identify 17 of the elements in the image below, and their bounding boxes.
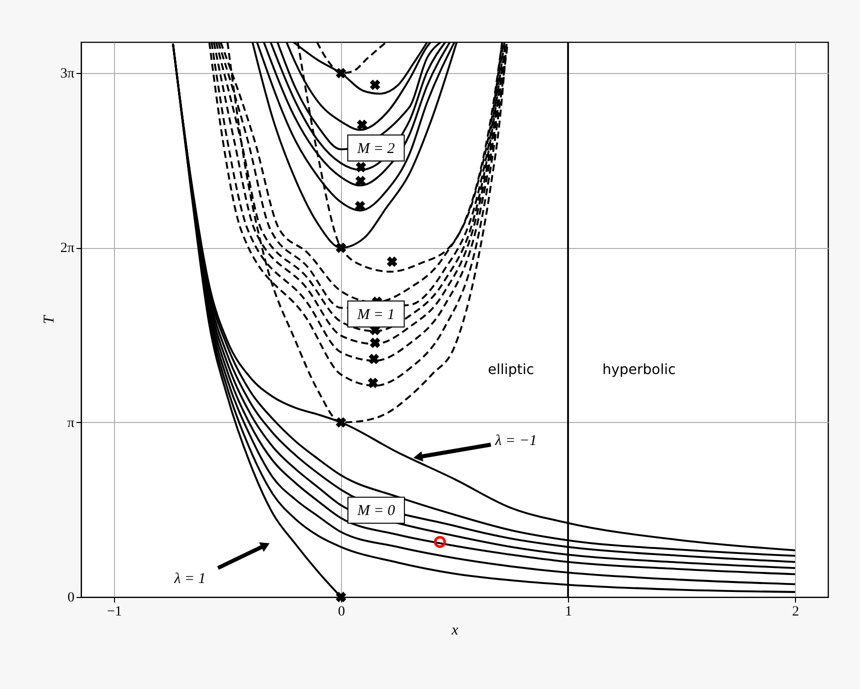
x-tick-label: −1 bbox=[106, 604, 122, 620]
x-tick-label: 2 bbox=[792, 604, 800, 620]
x-axis-title: x bbox=[450, 622, 459, 638]
x-tick-label: 0 bbox=[338, 604, 345, 620]
y-axis-title: T bbox=[41, 314, 58, 324]
y-tick-label: 0 bbox=[68, 590, 74, 606]
y-tick-label: 2π bbox=[60, 241, 74, 256]
x-tick-label: 1 bbox=[565, 604, 572, 620]
annotation: M = 1 bbox=[356, 307, 395, 323]
y-tick-label: 3π bbox=[60, 66, 74, 82]
annotation: M = 0 bbox=[356, 503, 396, 520]
annotation: λ = 1 bbox=[173, 571, 206, 587]
annotation: elliptic bbox=[488, 362, 534, 378]
annotation: hyperbolic bbox=[602, 362, 676, 378]
annotation: M = 2 bbox=[356, 141, 396, 157]
annotation: λ = −1 bbox=[494, 432, 537, 449]
y-tick-label: π bbox=[67, 416, 74, 431]
